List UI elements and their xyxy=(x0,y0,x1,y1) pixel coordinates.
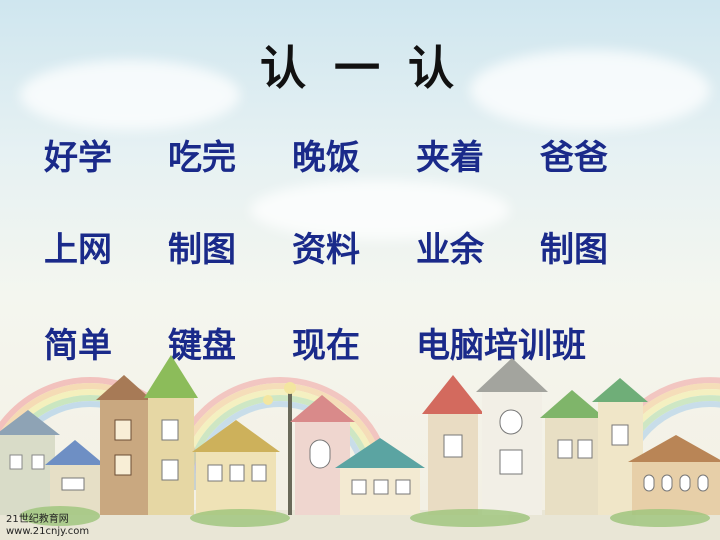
lamp-post xyxy=(263,382,296,515)
bushes xyxy=(20,506,710,527)
word: 晚饭 xyxy=(292,138,360,178)
word: 夹着 xyxy=(416,138,484,178)
word-row-1: 好学 吃完 晚饭 夹着 爸爸 xyxy=(0,130,720,180)
word: 上网 xyxy=(44,230,112,270)
word: 制图 xyxy=(168,230,236,270)
word: 制图 xyxy=(540,230,608,270)
cloud xyxy=(20,60,240,130)
town-illustration xyxy=(0,355,720,540)
word: 键盘 xyxy=(168,326,236,366)
word: 业余 xyxy=(416,230,484,270)
word: 现在 xyxy=(292,326,360,366)
word: 好学 xyxy=(44,138,112,178)
word: 电脑培训班 xyxy=(416,326,586,366)
house-12 xyxy=(628,435,720,515)
page-title: 认 一 认 xyxy=(259,41,461,95)
house-5 xyxy=(192,420,280,515)
house-1 xyxy=(0,410,60,515)
house-9 xyxy=(476,358,548,515)
cloud xyxy=(250,180,510,240)
house-7 xyxy=(335,438,425,515)
word: 爸爸 xyxy=(540,138,608,178)
house-8 xyxy=(422,375,484,515)
house-4 xyxy=(144,355,198,515)
cloud xyxy=(470,50,710,130)
word: 吃完 xyxy=(168,138,236,178)
word-row-3: 简单 键盘 现在 电脑培训班 xyxy=(0,318,720,368)
word: 简单 xyxy=(44,326,112,366)
house-3 xyxy=(96,375,152,515)
watermark: 21世纪教育网 www.21cnjy.com xyxy=(6,514,89,538)
watermark-line-1: 21世纪教育网 xyxy=(6,514,69,525)
word: 资料 xyxy=(292,230,360,270)
house-10 xyxy=(540,390,605,515)
watermark-line-2: www.21cnjy.com xyxy=(6,526,90,537)
word-row-2: 上网 制图 资料 业余 制图 xyxy=(0,222,720,272)
